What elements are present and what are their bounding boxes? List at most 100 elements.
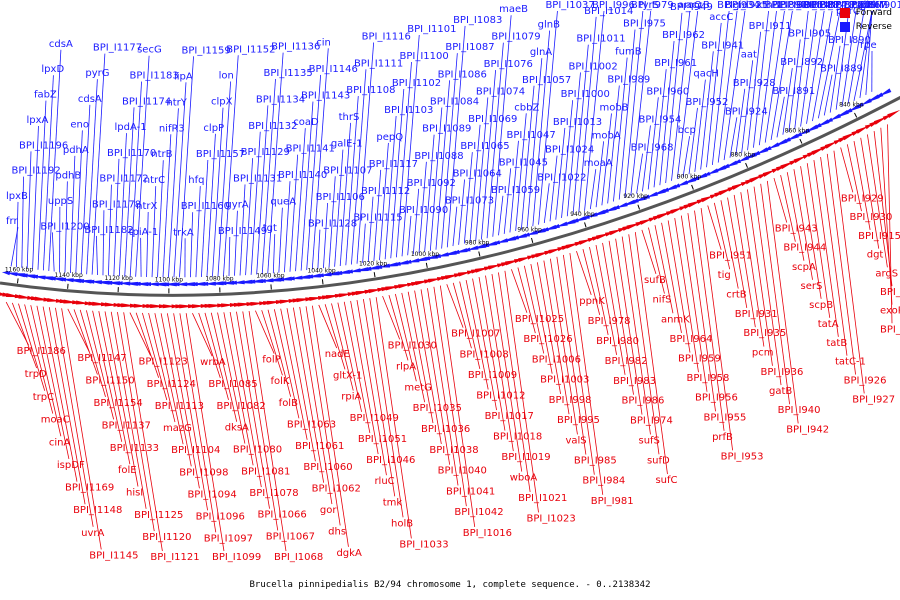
forward-gene-label[interactable]: dhs	[328, 526, 346, 537]
reverse-gene-label[interactable]: BPI_I1146	[309, 64, 358, 75]
reverse-gene-label[interactable]: gyrA	[225, 200, 248, 211]
reverse-gene-label[interactable]: BPI_I1047	[506, 130, 555, 141]
reverse-gene-label[interactable]: BPI_I871	[820, 0, 863, 11]
reverse-gene-label[interactable]: BPI_I1131	[233, 173, 282, 184]
reverse-gene-label[interactable]: BPI_I1090	[399, 205, 448, 216]
forward-gene-label[interactable]: BPI_I1008	[459, 349, 508, 360]
reverse-gene-label[interactable]: BPI_I960	[646, 86, 689, 97]
reverse-gene-label[interactable]: galE-1	[331, 139, 363, 150]
reverse-gene-label[interactable]: BPI_I888	[796, 0, 839, 11]
reverse-gene-label[interactable]: BPI_I911	[749, 21, 792, 32]
reverse-gene-label[interactable]: BPI_I1172	[99, 174, 148, 185]
forward-gene-label[interactable]: BPI_I1003	[540, 375, 589, 386]
forward-gene-label[interactable]: BPI_I940	[778, 405, 821, 416]
forward-gene-label[interactable]: BPI_I1007	[451, 329, 500, 340]
reverse-gene-label[interactable]: BPI_I900	[772, 0, 815, 11]
reverse-gene-label[interactable]: BPI_I1115	[353, 213, 402, 224]
forward-gene-label[interactable]: BPI_I1062	[312, 484, 361, 495]
forward-gene-label[interactable]: BPI_I1061	[295, 441, 344, 452]
reverse-gene-label[interactable]: BPI_I1174	[122, 96, 171, 107]
forward-gene-label[interactable]: exoR	[880, 306, 900, 317]
forward-gene-label[interactable]: uvrA	[81, 528, 104, 539]
reverse-gene-label[interactable]: BPI_I924	[725, 106, 768, 117]
forward-gene-label[interactable]: BPI_I981	[591, 496, 634, 507]
reverse-gene-label[interactable]: BPI_I1101	[407, 24, 456, 35]
reverse-gene-label[interactable]: BPI_I892	[780, 57, 823, 68]
reverse-gene-label[interactable]: pdhB	[55, 170, 81, 181]
reverse-gene-label[interactable]: cdsA	[78, 94, 102, 105]
forward-gene-label[interactable]: scpA	[792, 262, 816, 273]
forward-gene-label[interactable]: BPI_I930	[849, 212, 892, 223]
forward-gene-label[interactable]: BPI_I1051	[358, 434, 407, 445]
forward-gene-label[interactable]: BPI_I1120	[142, 532, 191, 543]
forward-gene-label[interactable]: BPI_I1133	[110, 443, 159, 454]
reverse-gene-label[interactable]: BPI_I874	[804, 0, 847, 11]
reverse-gene-label[interactable]: gid	[733, 0, 748, 11]
reverse-gene-label[interactable]: BPI_I996	[592, 0, 635, 11]
reverse-gene-label[interactable]: BPI_I952	[686, 97, 729, 108]
forward-gene-label[interactable]: BPI_I914	[880, 324, 900, 335]
forward-gene-label[interactable]: BPI_I953	[721, 451, 764, 462]
forward-gene-label[interactable]: BPI_I1067	[266, 531, 315, 542]
reverse-gene-label[interactable]: BPI_I1159	[182, 45, 231, 56]
reverse-gene-label[interactable]: BPI_I901	[860, 0, 900, 11]
reverse-gene-label[interactable]: accC	[709, 12, 733, 23]
forward-gene-label[interactable]: tatB	[826, 338, 847, 349]
reverse-gene-label[interactable]: trkA	[173, 227, 194, 238]
forward-gene-label[interactable]: BPI_I1125	[134, 510, 183, 521]
reverse-gene-label[interactable]: BPI_I1141	[286, 144, 335, 155]
reverse-gene-label[interactable]: BPI_I1083	[453, 15, 502, 26]
forward-gene-label[interactable]: ispDF	[57, 460, 85, 471]
reverse-gene-label[interactable]: galM	[860, 0, 884, 11]
reverse-gene-label[interactable]: BPI_I1132	[248, 121, 297, 132]
reverse-gene-label[interactable]: aat	[741, 49, 757, 60]
reverse-gene-label[interactable]: BPI_I1102	[392, 78, 441, 89]
forward-gene-label[interactable]: wboA	[510, 473, 538, 484]
reverse-gene-label[interactable]: BPI_I905	[788, 28, 831, 39]
reverse-gene-label[interactable]: BPI_I1134	[256, 94, 305, 105]
forward-gene-label[interactable]: crtB	[726, 290, 747, 301]
forward-gene-label[interactable]: sufB	[644, 275, 666, 286]
reverse-gene-label[interactable]: BPI_I890	[828, 35, 871, 46]
forward-gene-label[interactable]: BPI_I931	[735, 309, 778, 320]
forward-gene-label[interactable]: BPI_I1104	[171, 445, 220, 456]
forward-gene-label[interactable]: BPI_I1006	[532, 354, 581, 365]
forward-gene-label[interactable]: anmK	[661, 314, 690, 325]
forward-gene-label[interactable]: BPI_I951	[709, 251, 752, 262]
reverse-gene-label[interactable]: BPI_I873	[812, 0, 855, 11]
forward-gene-label[interactable]: trpD	[25, 369, 47, 380]
forward-gene-label[interactable]: BPI_I929	[841, 193, 884, 204]
reverse-gene-label[interactable]: BPI_I934	[717, 0, 760, 11]
forward-gene-label[interactable]: scpB	[809, 300, 833, 311]
forward-gene-label[interactable]: holB	[391, 518, 413, 529]
reverse-gene-label[interactable]: BPI_I962	[662, 30, 705, 41]
reverse-gene-label[interactable]: mobB	[599, 102, 628, 113]
forward-gene-label[interactable]: BPI_I1046	[366, 455, 415, 466]
reverse-gene-label[interactable]: BPI_I1064	[453, 168, 502, 179]
forward-gene-label[interactable]: BPI_I980	[596, 336, 639, 347]
forward-gene-label[interactable]: BPI_I1121	[150, 552, 199, 563]
reverse-gene-label[interactable]: BPI_I1059	[491, 185, 540, 196]
forward-gene-label[interactable]: BPI_I915	[858, 231, 900, 242]
reverse-gene-label[interactable]: aroQ	[678, 0, 702, 11]
forward-gene-label[interactable]: sufC	[655, 475, 677, 486]
reverse-gene-label[interactable]: BPI_I1037	[545, 0, 594, 11]
forward-gene-label[interactable]: BPI_I985	[574, 456, 617, 467]
reverse-gene-label[interactable]: BPI_I1129	[241, 147, 290, 158]
reverse-gene-label[interactable]: secG	[137, 45, 162, 56]
forward-gene-label[interactable]: folE	[118, 465, 137, 476]
reverse-gene-label[interactable]: cdsA	[49, 39, 73, 50]
reverse-gene-label[interactable]: BPI_I1057	[522, 75, 571, 86]
forward-gene-label[interactable]: prfB	[712, 432, 733, 443]
reverse-gene-label[interactable]: thrS	[339, 112, 360, 123]
reverse-gene-label[interactable]: BPI_I1073	[445, 196, 494, 207]
forward-gene-label[interactable]: BPI_I1016	[463, 528, 512, 539]
reverse-gene-label[interactable]: rpe	[860, 40, 877, 51]
reverse-gene-label[interactable]: ntrX	[136, 201, 157, 212]
forward-gene-label[interactable]: folP	[262, 355, 280, 366]
forward-gene-label[interactable]: BPI_I936	[760, 367, 803, 378]
forward-gene-label[interactable]: BPI_I1154	[94, 398, 143, 409]
reverse-gene-label[interactable]: BPI_I1088	[414, 151, 463, 162]
reverse-gene-label[interactable]: BPI_I1000	[561, 89, 610, 100]
reverse-gene-label[interactable]: BPI_I1177	[93, 43, 142, 54]
